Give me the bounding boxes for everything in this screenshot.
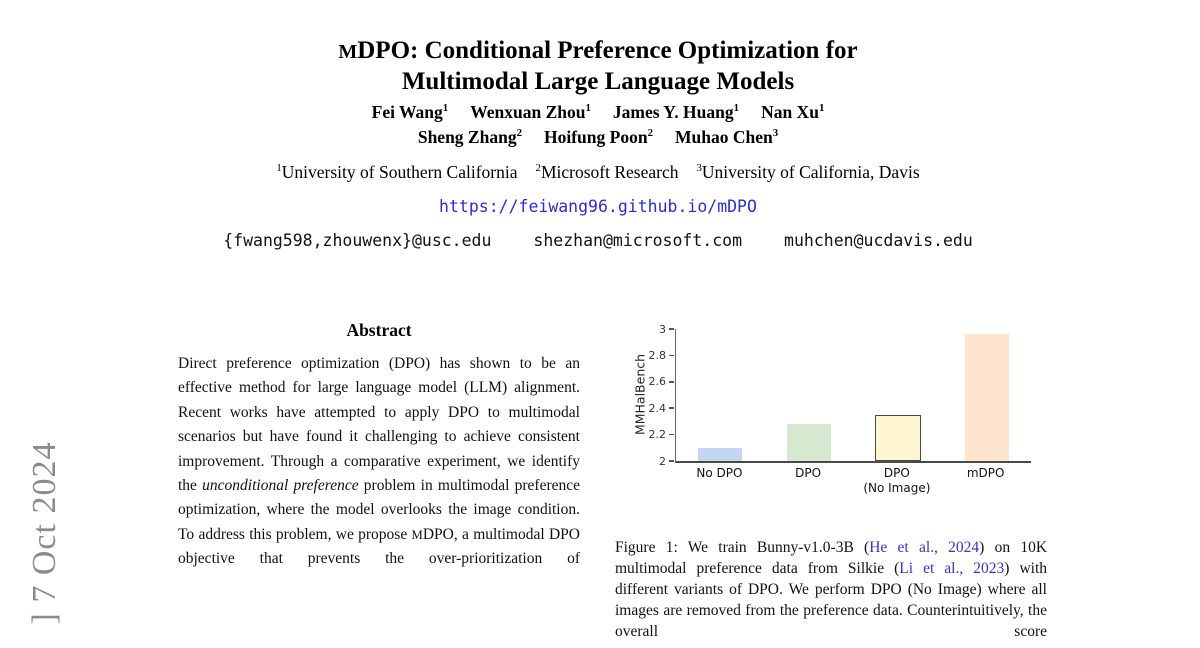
project-url-link[interactable]: https://feiwang96.github.io/mDPO (439, 197, 757, 216)
y-tick: 2.8 (628, 349, 674, 362)
affiliation: 3University of California, Davis (696, 162, 920, 182)
y-tick: 2.6 (628, 375, 674, 388)
x-axis-label: No DPO (696, 466, 743, 480)
paper-title: MDPO: Conditional Preference Optimizatio… (0, 36, 1196, 97)
italic-term: unconditional preference (202, 477, 359, 495)
email-microsoft: shezhan@microsoft.com (533, 231, 743, 250)
title-line1: MDPO: Conditional Preference Optimizatio… (338, 37, 858, 64)
abstract-text: Direct preference optimization (DPO) has… (178, 355, 580, 568)
y-tick: 2.4 (628, 402, 674, 415)
abstract-heading: Abstract (346, 320, 412, 340)
author: Hoifung Poon2 (544, 127, 653, 147)
y-tick: 2 (628, 455, 674, 468)
email-usc: {fwang598,zhouwenx}@usc.edu (223, 231, 492, 250)
affiliation: 2Microsoft Research (535, 162, 679, 182)
chart-bars (676, 329, 1031, 461)
author: Sheng Zhang2 (417, 127, 522, 147)
arxiv-banner-date: ] 7 Oct 2024 (26, 441, 63, 625)
title-line2: Multimodal Large Language Models (401, 68, 795, 95)
figure1: MMHalBench 2 2.2 2.4 2.6 2.8 3 No DPO DPO DPO (… (615, 310, 1047, 641)
chart-bar (787, 424, 832, 461)
email-ucdavis: muhchen@ucdavis.edu (784, 231, 973, 250)
project-url-row: https://feiwang96.github.io/mDPO (0, 197, 1196, 216)
chart-bar (964, 334, 1009, 461)
author: Fei Wang1 (371, 102, 449, 122)
author: Nan Xu1 (761, 102, 825, 122)
abstract-section: Abstract Direct preference optimization … (178, 320, 580, 572)
author: Muhao Chen3 (675, 127, 779, 147)
x-axis-label: DPO (No Image) (863, 466, 931, 495)
citation-link-li-2023[interactable]: Li et al., 2023 (899, 560, 1005, 577)
y-tick: 2.2 (628, 428, 674, 441)
y-tick: 3 (628, 323, 674, 336)
citation-link-he-2024[interactable]: He et al., 2024 (869, 539, 980, 556)
author: James Y. Huang1 (612, 102, 740, 122)
chart-plot-area: 2 2.2 2.4 2.6 2.8 3 (649, 323, 1031, 468)
chart-bar (698, 447, 743, 461)
figure1-chart: MMHalBench 2 2.2 2.4 2.6 2.8 3 No DPO DPO DPO (… (630, 310, 1040, 525)
emails-line: {fwang598,zhouwenx}@usc.edu shezhan@micro… (0, 231, 1196, 250)
y-axis-tick-layer: 2 2.2 2.4 2.6 2.8 3 (649, 323, 1031, 468)
figure1-caption: Figure 1: We train Bunny-v1.0-3B (He et … (615, 539, 1048, 640)
chart-bar (874, 415, 921, 461)
y-axis-label: MMHalBench (632, 353, 648, 436)
affiliation: 1University of Southern California (276, 162, 518, 182)
x-axis-label: DPO (795, 466, 822, 480)
author: Wenxuan Zhou1 (470, 102, 591, 122)
x-axis-label: mDPO (966, 466, 1005, 480)
affiliations-line: 1University of Southern California 2Micro… (0, 162, 1196, 183)
authors-line-1: Fei Wang1 Wenxuan Zhou1 James Y. Huang1 Nan… (0, 102, 1196, 123)
authors-line-2: Sheng Zhang2 Hoifung Poon2 Muhao Chen3 (0, 127, 1196, 148)
x-axis-labels: No DPO DPO DPO (No Image) mDPO (675, 466, 1030, 496)
